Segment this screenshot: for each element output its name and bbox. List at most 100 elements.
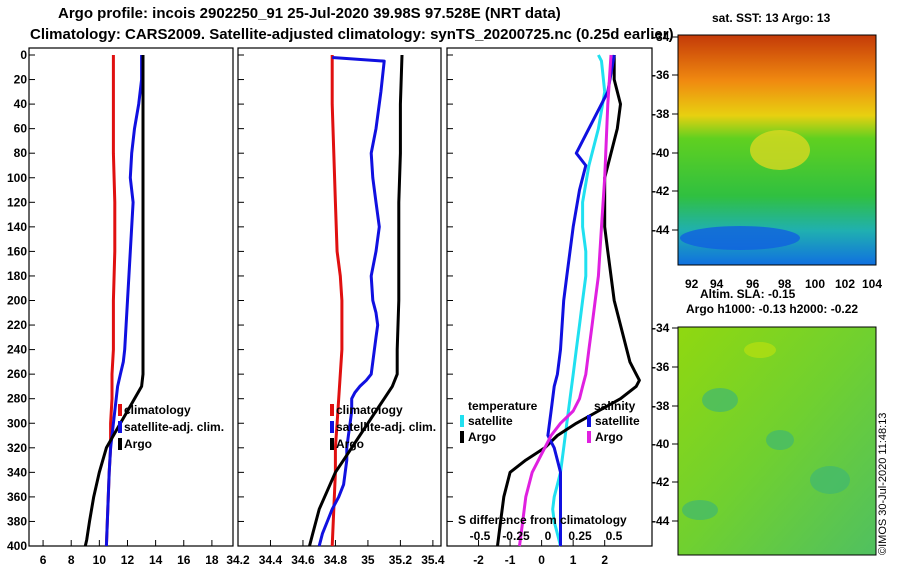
legend-heading-salinity: salinity [594, 399, 636, 413]
legend-label: satellite [595, 414, 640, 428]
sst-lat-label: -34 [652, 30, 670, 44]
x-tick-label: 14 [149, 553, 163, 567]
sla-lat-label: -38 [652, 399, 670, 413]
legend-label: Argo [595, 430, 623, 444]
y-tick-label: 400 [7, 539, 27, 553]
difference-panel-frame [446, 47, 653, 547]
x-tick-label: 35.4 [421, 553, 445, 567]
sst-lon-label: 98 [778, 277, 792, 291]
x-tick-label: 2 [601, 553, 608, 567]
y-tick-label: 320 [7, 441, 27, 455]
legend-swatch [587, 415, 591, 427]
x-tick-label: 6 [40, 553, 47, 567]
legend-label: Argo [336, 437, 364, 451]
y-tick-label: 220 [7, 318, 27, 332]
legend-label: satellite [468, 414, 513, 428]
y-tick-label: 140 [7, 220, 27, 234]
legend-label: satellite-adj. clim. [336, 420, 436, 434]
sst-lon-label: 92 [685, 277, 699, 291]
sst-lat-label: -44 [652, 223, 670, 237]
y-tick-label: 340 [7, 465, 27, 479]
x-tick-label: 35 [361, 553, 375, 567]
y-tick-label: 240 [7, 343, 27, 357]
x-tick-label: -2 [473, 553, 484, 567]
x-tick-label: -1 [505, 553, 516, 567]
y-tick-label: 60 [14, 122, 28, 136]
difference-annotation: S difference from climatology [458, 513, 627, 527]
x-tick-label: 0 [538, 553, 545, 567]
legend-label: Argo [468, 430, 496, 444]
x-tick-label: 12 [121, 553, 135, 567]
x-tick-label: 10 [93, 553, 107, 567]
x-tick-label: 16 [177, 553, 191, 567]
x-tick-label: 34.2 [226, 553, 250, 567]
legend-label: climatology [124, 403, 191, 417]
series-line-argo [83, 55, 145, 547]
legend-label: Argo [124, 437, 152, 451]
y-tick-label: 280 [7, 392, 27, 406]
sla-lat-label: -40 [652, 437, 670, 451]
series-line-t-satellite [551, 54, 607, 547]
sst-lon-label: 102 [835, 277, 856, 291]
y-tick-label: 200 [7, 294, 27, 308]
y-tick-label: 100 [7, 171, 27, 185]
y-tick-label: 80 [14, 146, 28, 160]
y-tick-label: 300 [7, 416, 27, 430]
y-tick-label: 360 [7, 490, 27, 504]
y-tick-label: 380 [7, 514, 27, 528]
series-line-climatology [330, 55, 344, 547]
s-tick-label: 0.5 [606, 529, 623, 543]
imos-credit: ©IMOS 30-Jul-2020 11:48:13 [877, 412, 889, 555]
sst-lat-label: -40 [652, 146, 670, 160]
sla-lat-label: -34 [652, 321, 670, 335]
x-tick-label: 35.2 [389, 553, 413, 567]
legend-swatch [118, 404, 122, 416]
s-tick-label: -0.5 [470, 529, 491, 543]
y-tick-label: 180 [7, 269, 27, 283]
sla-lat-label: -36 [652, 360, 670, 374]
legend-swatch [587, 431, 591, 443]
y-tick-label: 120 [7, 195, 27, 209]
sst-lat-label: -38 [652, 107, 670, 121]
y-tick-label: 40 [14, 97, 28, 111]
sst-map-title: sat. SST: 13 Argo: 13 [712, 11, 831, 25]
legend-label: satellite-adj. clim. [124, 420, 224, 434]
legend-swatch [118, 438, 122, 450]
title-line-1: Argo profile: incois 2902250_91 25-Jul-2… [58, 5, 561, 22]
legend-swatch [330, 404, 334, 416]
legend-swatch [460, 415, 464, 427]
sst-lon-label: 94 [710, 277, 724, 291]
title-line-2: Climatology: CARS2009. Satellite-adjuste… [30, 26, 674, 43]
y-tick-label: 0 [20, 48, 27, 62]
x-tick-label: 8 [68, 553, 75, 567]
sla-map-title-1: Altim. SLA: -0.15 [700, 287, 796, 301]
y-tick-label: 20 [14, 73, 28, 87]
legend-heading-temperature: temperature [468, 399, 538, 413]
x-tick-label: 34.4 [259, 553, 283, 567]
s-tick-label: -0.25 [502, 529, 530, 543]
s-tick-label: 0 [545, 529, 552, 543]
series-line-satellite-adj-clim- [317, 56, 386, 547]
s-tick-label: 0.25 [568, 529, 592, 543]
x-tick-label: 34.8 [324, 553, 348, 567]
sla-lat-label: -44 [652, 514, 670, 528]
sst-lat-label: -36 [652, 68, 670, 82]
sla-lat-label: -42 [652, 475, 670, 489]
sst-lon-label: 96 [746, 277, 760, 291]
x-tick-label: 1 [570, 553, 577, 567]
x-tick-label: 34.6 [291, 553, 315, 567]
legend-swatch [460, 431, 464, 443]
series-line-t-argo [496, 55, 641, 547]
temperature-panel-frame [28, 47, 234, 547]
y-tick-label: 260 [7, 367, 27, 381]
x-tick-label: 18 [205, 553, 219, 567]
series-line-s-satellite [546, 54, 616, 546]
legend-label: climatology [336, 403, 403, 417]
legend-swatch [118, 421, 122, 433]
sst-lon-label: 104 [862, 277, 883, 291]
sst-lon-label: 100 [805, 277, 826, 291]
legend-swatch [330, 421, 334, 433]
sla-map-title-2: Argo h1000: -0.13 h2000: -0.22 [686, 302, 859, 316]
y-tick-label: 160 [7, 244, 27, 258]
